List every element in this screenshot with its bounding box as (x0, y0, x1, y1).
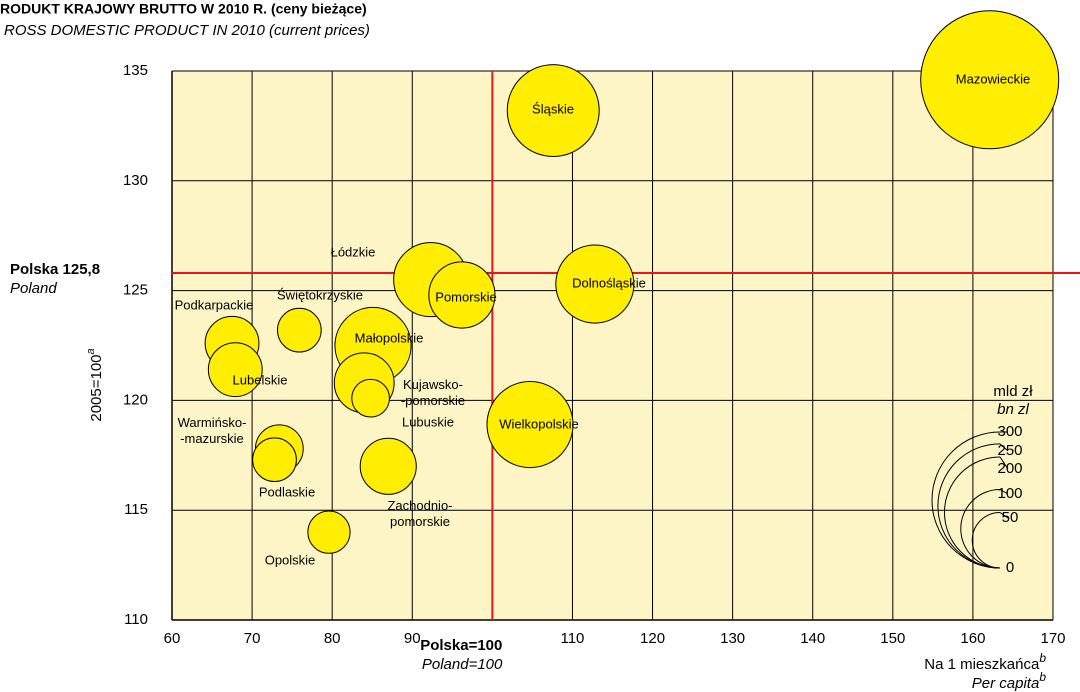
x-tick-label: 90 (404, 630, 421, 647)
x-axis-label-en: Per capitab (972, 670, 1047, 692)
y-tick-label: 125 (123, 282, 148, 299)
size-legend-circle (971, 511, 1001, 569)
bubble (359, 437, 417, 495)
bubble-label: Podlaskie (259, 484, 315, 499)
size-legend-label: 200 (997, 460, 1022, 477)
bubble (506, 64, 600, 157)
y-tick-label: 135 (123, 62, 148, 79)
bubble-label: Wielkopolskie (499, 416, 578, 431)
bubble-label: Małopolskie (355, 330, 424, 345)
y-tick-label: 115 (124, 501, 148, 518)
bubble-label: Świętokrzyskie (277, 287, 363, 302)
bubble-label-line: -mazurskie (180, 431, 244, 446)
x-tick-label: 160 (960, 630, 985, 647)
bubble (252, 437, 297, 483)
size-legend-subtitle: bn zl (997, 401, 1029, 418)
x-tick-label: 170 (1040, 630, 1065, 647)
size-legend-label: 0 (1006, 559, 1014, 576)
reference-label: Polska 125,8 (10, 261, 100, 278)
bubble (486, 381, 574, 469)
x-tick-label: 150 (880, 630, 905, 647)
bubble-label: Zachodnio-pomorskie (387, 498, 452, 529)
y-tick-label: 110 (124, 611, 148, 628)
x-tick-label: 60 (164, 630, 181, 647)
size-legend-connector (999, 443, 1009, 452)
bubble-label: Lubelskie (233, 372, 288, 387)
x-tick-label: 140 (800, 630, 825, 647)
chart-subtitle: ROSS DOMESTIC PRODUCT IN 2010 (current p… (4, 22, 370, 39)
bubble-label-line: Zachodnio- (387, 498, 452, 513)
x-tick-label: 130 (720, 630, 745, 647)
x-tick-label: 120 (640, 630, 665, 647)
bubble-label-line: -pomorskie (401, 393, 465, 408)
size-legend-connector (999, 456, 1009, 470)
size-legend-circle (944, 456, 1001, 569)
size-legend-label: 50 (1002, 509, 1019, 526)
x-axis-label: Na 1 mieszkańcab (924, 651, 1046, 673)
bubble-label: Śląskie (532, 101, 574, 116)
y-axis-label: 2005=100a (85, 348, 105, 421)
bubble (920, 10, 1060, 150)
size-legend-label: 100 (997, 485, 1022, 502)
bubble-label: Opolskie (265, 552, 316, 567)
x-tick-label: 110 (560, 630, 584, 647)
size-legend-label: 250 (997, 442, 1022, 459)
bubble-label-line: pomorskie (390, 514, 450, 529)
reference-label: Polska=100 (420, 637, 502, 654)
bubble-label: Dolnośląskie (572, 275, 646, 290)
reference-sublabel: Poland (10, 280, 57, 297)
x-axis-label-en-sup: b (1039, 670, 1046, 684)
y-tick-label: 130 (123, 172, 148, 189)
bubble (276, 307, 322, 353)
size-legend-connector (999, 489, 1009, 495)
bubble (207, 342, 263, 398)
bubble-label: Warmińsko--mazurskie (178, 415, 247, 446)
bubble (555, 244, 635, 324)
y-axis-label-text: 2005=100 (88, 354, 105, 421)
x-tick-label: 80 (324, 630, 341, 647)
size-legend-title: mld zł (993, 383, 1033, 400)
bubble (428, 261, 496, 329)
size-legend-connector (999, 512, 1009, 519)
y-axis-label-sup: a (85, 348, 97, 354)
bubble-label: Mazowieckie (956, 71, 1030, 86)
y-tick-label: 120 (123, 391, 148, 408)
chart-title: RODUKT KRAJOWY BRUTTO W 2010 R. (ceny bi… (0, 1, 367, 17)
x-tick-label: 70 (244, 630, 261, 647)
size-legend-circle (960, 488, 1001, 569)
size-legend-label: 300 (997, 423, 1022, 440)
bubble-label: Lubuskie (402, 414, 454, 429)
bubble-label: Podkarpackie (175, 297, 254, 312)
bubble-label: Kujawsko--pomorskie (401, 377, 465, 408)
reference-sublabel: Poland=100 (422, 656, 503, 673)
x-axis-label-en-text: Per capita (972, 675, 1040, 692)
bubble-label: Pomorskie (435, 289, 496, 304)
x-axis-label-sup: b (1039, 651, 1046, 665)
bubble-label: Łódzkie (331, 244, 376, 259)
x-axis-label-text: Na 1 mieszkańca (924, 656, 1040, 673)
bubble-label-line: Kujawsko- (403, 377, 463, 392)
bubble (307, 510, 351, 554)
bubble (351, 378, 390, 418)
bubble-label-line: Warmińsko- (178, 415, 247, 430)
